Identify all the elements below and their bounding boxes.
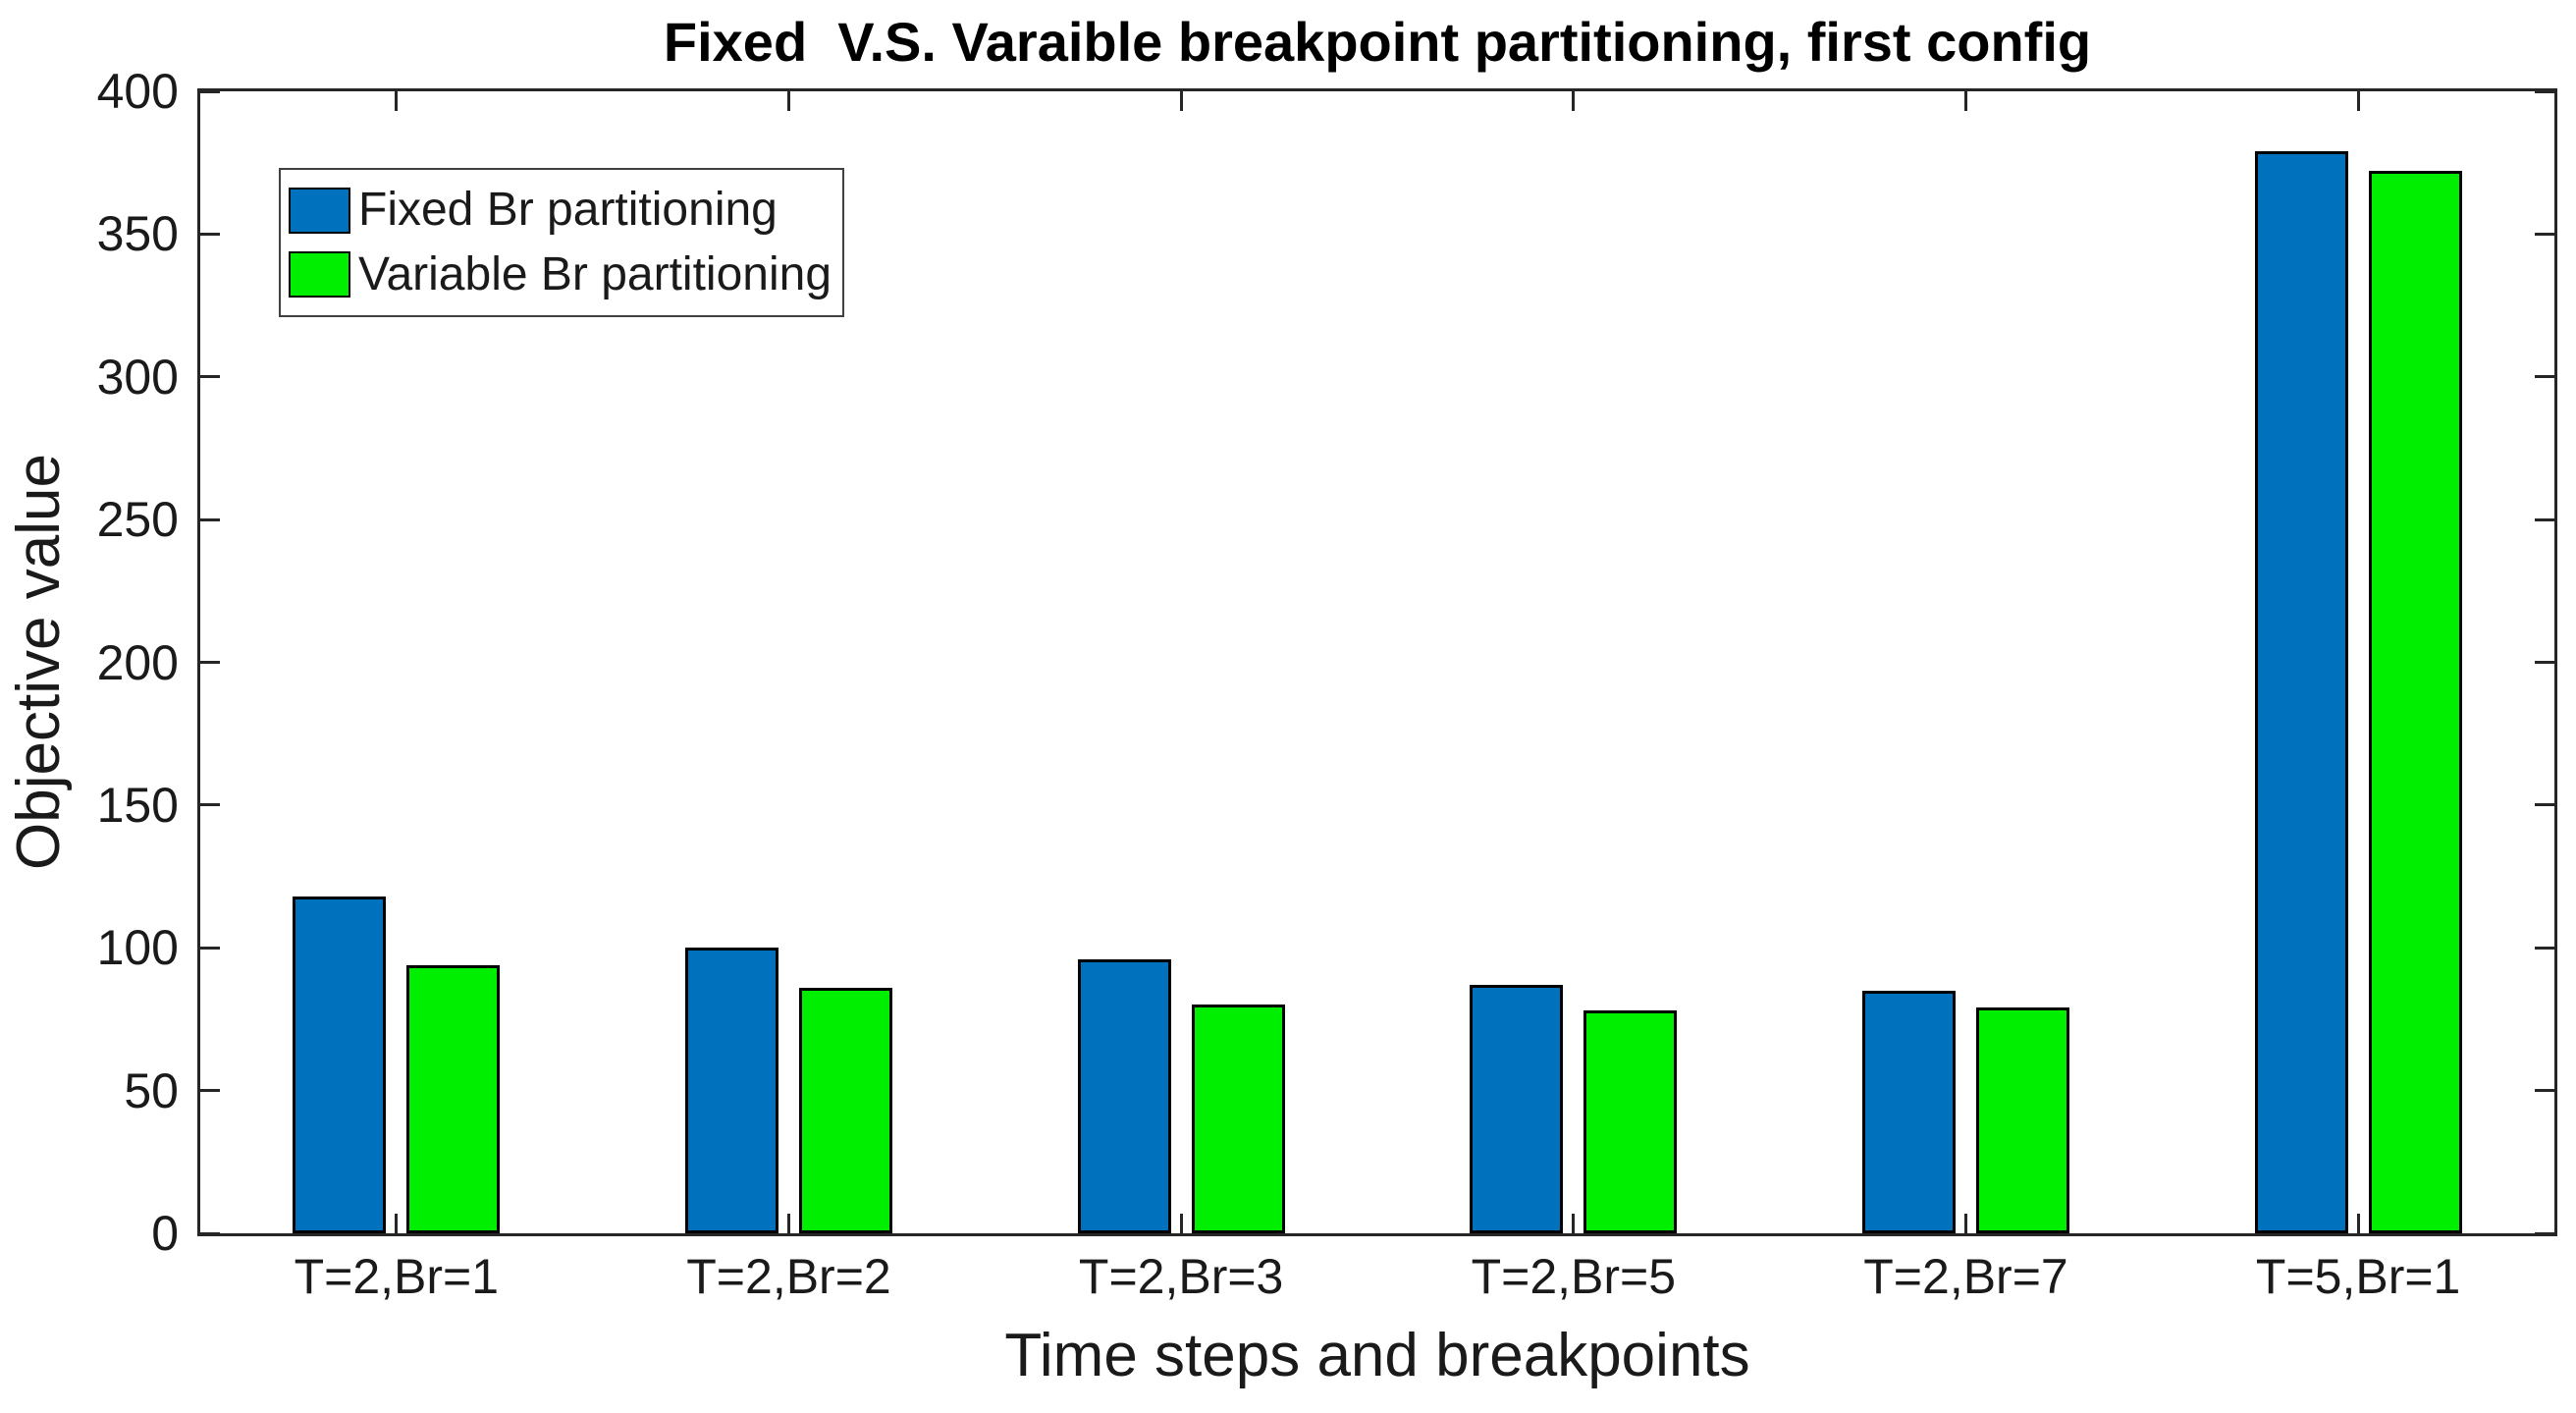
y-tick: [200, 1089, 220, 1093]
y-tick-label: 400: [96, 64, 179, 119]
y-tick-label: 150: [96, 777, 179, 833]
chart-title: Fixed V.S. Varaible breakpoint partition…: [663, 11, 2092, 73]
legend-item-fixed: Fixed Br partitioning: [281, 187, 842, 234]
y-tick: [2535, 375, 2554, 379]
bar-fixed: [685, 948, 778, 1233]
x-tick: [1964, 1214, 1967, 1233]
bar-variable: [799, 987, 892, 1233]
y-tick: [200, 1231, 220, 1235]
bar-variable: [2368, 171, 2462, 1233]
bar-variable: [406, 964, 501, 1233]
bar-fixed: [1077, 958, 1171, 1233]
x-tick-label: T=2,Br=2: [686, 1249, 891, 1304]
legend-item-variable: Variable Br partitioning: [281, 247, 842, 300]
x-axis-label: Time steps and breakpoints: [1004, 1322, 1750, 1389]
y-tick-label: 200: [96, 634, 179, 690]
y-tick: [200, 232, 220, 236]
bar-fixed: [1862, 990, 1956, 1233]
bar-fixed: [1470, 985, 1564, 1233]
x-tick: [787, 1214, 790, 1233]
x-tick: [2356, 91, 2360, 111]
y-tick: [200, 517, 220, 521]
x-tick: [1179, 91, 1183, 111]
x-tick-label: T=2,Br=1: [294, 1249, 500, 1304]
bar-fixed: [293, 896, 387, 1233]
x-tick: [395, 91, 399, 111]
y-tick: [2535, 89, 2554, 93]
y-tick-label: 0: [151, 1206, 179, 1261]
y-tick-label: 300: [96, 349, 179, 405]
bar-variable: [1976, 1007, 2069, 1233]
x-tick: [395, 1214, 399, 1233]
y-tick-label: 350: [96, 206, 179, 262]
y-tick: [2535, 661, 2554, 664]
bar-variable: [1583, 1010, 1678, 1233]
bar-fixed: [2254, 151, 2348, 1233]
legend-label-variable: Variable Br partitioning: [358, 247, 832, 300]
y-tick: [2535, 232, 2554, 236]
y-tick-label: 50: [124, 1062, 179, 1118]
x-tick: [787, 91, 790, 111]
y-tick: [200, 946, 220, 950]
bar-variable: [1191, 1005, 1285, 1233]
legend-swatch-fixed-icon: [289, 187, 350, 234]
y-tick: [200, 375, 220, 379]
y-tick: [200, 89, 220, 93]
y-tick: [2535, 1231, 2554, 1235]
x-tick-label: T=2,Br=7: [1863, 1249, 2068, 1304]
x-tick-label: T=5,Br=1: [2255, 1249, 2461, 1304]
x-tick: [1572, 91, 1576, 111]
y-tick: [2535, 946, 2554, 950]
y-tick: [2535, 803, 2554, 807]
x-tick: [2356, 1214, 2360, 1233]
x-tick-label: T=2,Br=5: [1471, 1249, 1677, 1304]
x-tick-label: T=2,Br=3: [1078, 1249, 1284, 1304]
legend-swatch-variable-icon: [289, 251, 350, 299]
y-tick-label: 100: [96, 920, 179, 976]
y-tick: [2535, 517, 2554, 521]
x-tick: [1572, 1214, 1576, 1233]
x-tick: [1964, 91, 1967, 111]
y-tick: [2535, 1089, 2554, 1093]
legend: Fixed Br partitioning Variable Br partit…: [279, 168, 844, 317]
y-tick-label: 250: [96, 492, 179, 548]
legend-label-fixed: Fixed Br partitioning: [358, 184, 778, 237]
x-tick: [1179, 1214, 1183, 1233]
y-tick: [200, 803, 220, 807]
y-tick: [200, 661, 220, 664]
